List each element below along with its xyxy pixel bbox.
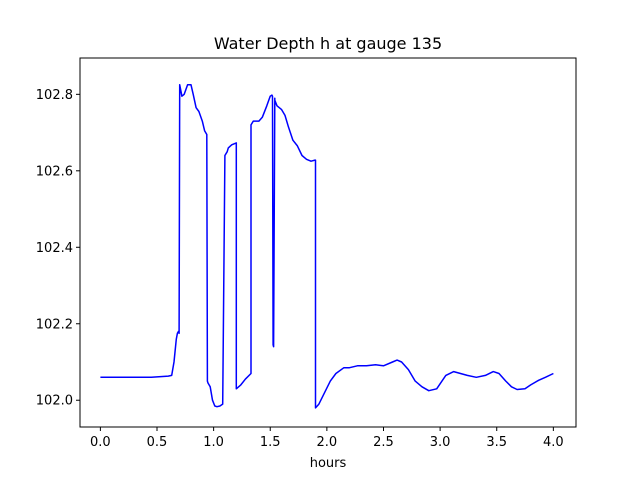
- x-tick-label: 3.5: [486, 435, 507, 450]
- x-tick-label: 2.5: [373, 435, 394, 450]
- y-tick-label: 102.2: [36, 317, 73, 332]
- x-tick-label: 3.0: [430, 435, 451, 450]
- y-tick-label: 102.0: [36, 394, 73, 409]
- x-tick-label: 0.0: [90, 435, 111, 450]
- water-depth-series-line: [100, 84, 554, 409]
- y-tick-label: 102.4: [36, 241, 73, 256]
- y-axis: 102.0 102.2 102.4 102.6 102.8: [36, 88, 80, 409]
- x-axis: 0.0 0.5 1.0 1.5 2.0 2.5 3.0 3.5 4.0: [90, 427, 564, 450]
- x-axis-label: hours: [310, 456, 347, 471]
- x-tick-label: 1.0: [203, 435, 224, 450]
- y-tick-label: 102.8: [36, 88, 73, 103]
- x-tick-label: 2.0: [317, 435, 338, 450]
- x-tick-label: 0.5: [147, 435, 168, 450]
- chart-title: Water Depth h at gauge 135: [214, 34, 442, 53]
- y-tick-label: 102.6: [36, 164, 73, 179]
- x-tick-label: 4.0: [543, 435, 564, 450]
- x-tick-label: 1.5: [260, 435, 281, 450]
- plot-frame: [79, 57, 577, 428]
